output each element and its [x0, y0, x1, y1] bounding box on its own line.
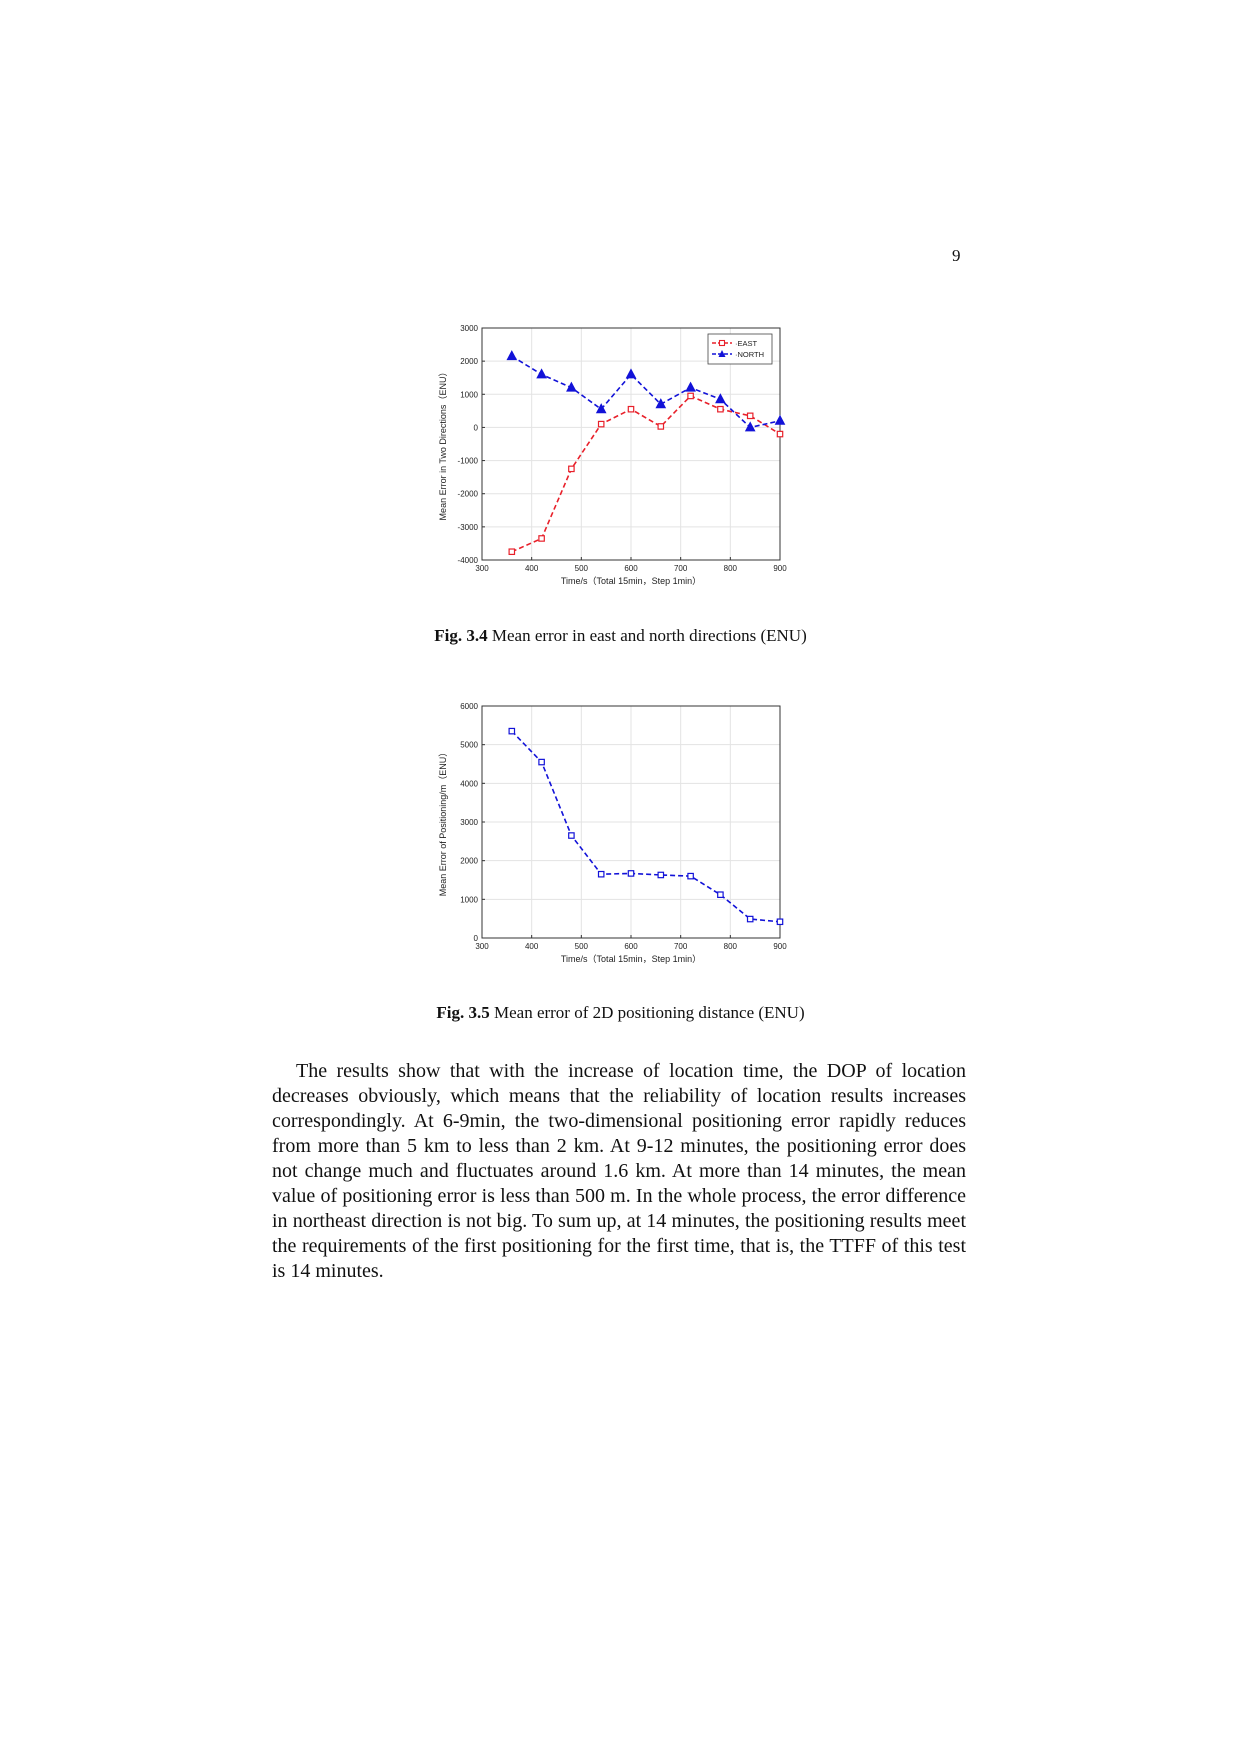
data-point: [655, 398, 667, 409]
y-axis-label: Mean Error of Positioning/m（ENU）: [438, 748, 448, 897]
y-tick-label: -4000: [458, 556, 479, 565]
y-tick-label: 0: [474, 423, 479, 432]
data-point: [744, 421, 756, 432]
data-point: [685, 381, 696, 392]
y-tick-label: 0: [474, 934, 479, 943]
y-tick-label: -1000: [458, 457, 479, 466]
paragraph: The results show that with the increase …: [272, 1060, 966, 1282]
data-point: [538, 758, 545, 766]
y-tick-label: 1000: [460, 390, 478, 399]
figure-label: Fig. 3.4: [434, 626, 488, 645]
x-tick-label: 400: [525, 564, 539, 573]
x-tick-label: 300: [475, 942, 489, 951]
figure-caption-text: Mean error of 2D positioning distance (E…: [493, 1003, 805, 1022]
data-point: [568, 832, 575, 839]
data-point: [568, 465, 575, 473]
figure-positioning-error: 300 400 500 600 700 800 900 0 1000 2000 3000 4000 50…: [430, 696, 810, 981]
data-point: [746, 915, 754, 923]
x-tick-label: 400: [525, 942, 539, 951]
data-point: [538, 535, 545, 542]
data-point: [746, 412, 754, 420]
x-tick-label: 500: [575, 564, 589, 573]
data-point: [774, 414, 786, 425]
legend-box: [707, 333, 773, 365]
x-tick-label: 300: [475, 564, 489, 573]
data-point: [627, 870, 635, 877]
data-point: [776, 430, 784, 438]
x-tick-label: 700: [674, 564, 688, 573]
data-point: [657, 871, 665, 879]
data-point: [625, 368, 637, 379]
y-tick-label: 3000: [460, 324, 478, 333]
legend-label: ·EAST: [735, 339, 758, 348]
legend-marker: [718, 350, 726, 357]
y-axis-label: Mean Error in Two Directions（ENU）: [438, 368, 448, 521]
x-tick-label: 500: [575, 942, 589, 951]
data-point: [687, 872, 694, 880]
figure-label: Fig. 3.5: [436, 1003, 490, 1022]
figure-east-north-error: 300 400 500 600 700 800 900 -4000 -3000 -2000 -100…: [430, 318, 810, 603]
page-number: 9: [952, 246, 961, 265]
figure-caption: Fig. 3.5 Mean error of 2D positioning di…: [0, 1003, 1241, 1023]
x-axis-label: Time/s（Total 15min，Step 1min）: [561, 954, 701, 964]
data-point: [508, 727, 516, 735]
y-tick-label: 2000: [460, 357, 478, 366]
x-tick-label: 900: [773, 942, 787, 951]
series-line: [511, 355, 781, 429]
series-line: [511, 394, 781, 553]
x-tick-label: 600: [624, 942, 638, 951]
y-tick-label: 2000: [460, 857, 478, 866]
body-text: The results show that with the increase …: [272, 1059, 966, 1284]
legend-label: ·NORTH: [735, 350, 764, 359]
x-tick-label: 800: [724, 564, 738, 573]
series-line: [511, 730, 781, 923]
y-tick-label: 3000: [460, 818, 478, 827]
data-point: [717, 405, 724, 413]
legend-marker: [718, 339, 726, 347]
chart-positioning-error: 300 400 500 600 700 800 900 0 1000 2000 3000 4000 50…: [438, 702, 787, 964]
data-point: [627, 405, 635, 413]
y-tick-label: -2000: [458, 490, 479, 499]
data-point: [566, 381, 577, 392]
x-tick-label: 600: [624, 564, 638, 573]
data-point: [536, 368, 547, 379]
figure-caption-text: Mean error in east and north directions …: [491, 626, 807, 645]
x-axis-label: Time/s（Total 15min，Step 1min）: [561, 576, 701, 586]
data-point: [597, 420, 605, 428]
data-point: [687, 392, 694, 400]
data-point: [506, 350, 518, 361]
legend: ·EAST ·NORTH: [707, 333, 773, 365]
data-point: [595, 403, 607, 414]
y-tick-label: 1000: [460, 895, 478, 904]
x-tick-label: 800: [724, 942, 738, 951]
y-tick-label: 4000: [460, 779, 478, 788]
figure-caption: Fig. 3.4 Mean error in east and north di…: [0, 626, 1241, 646]
x-tick-label: 900: [773, 564, 787, 573]
y-tick-label: -3000: [458, 523, 479, 532]
data-point: [715, 393, 726, 404]
y-tick-label: 5000: [460, 741, 478, 750]
data-point: [657, 423, 665, 430]
data-point: [508, 548, 516, 556]
data-point: [597, 870, 605, 878]
data-point: [776, 918, 784, 926]
chart-east-north-error: 300 400 500 600 700 800 900 -4000 -3000 -2000 -100…: [438, 324, 787, 586]
x-tick-label: 700: [674, 942, 688, 951]
data-point: [717, 891, 724, 898]
y-tick-label: 6000: [460, 702, 478, 711]
